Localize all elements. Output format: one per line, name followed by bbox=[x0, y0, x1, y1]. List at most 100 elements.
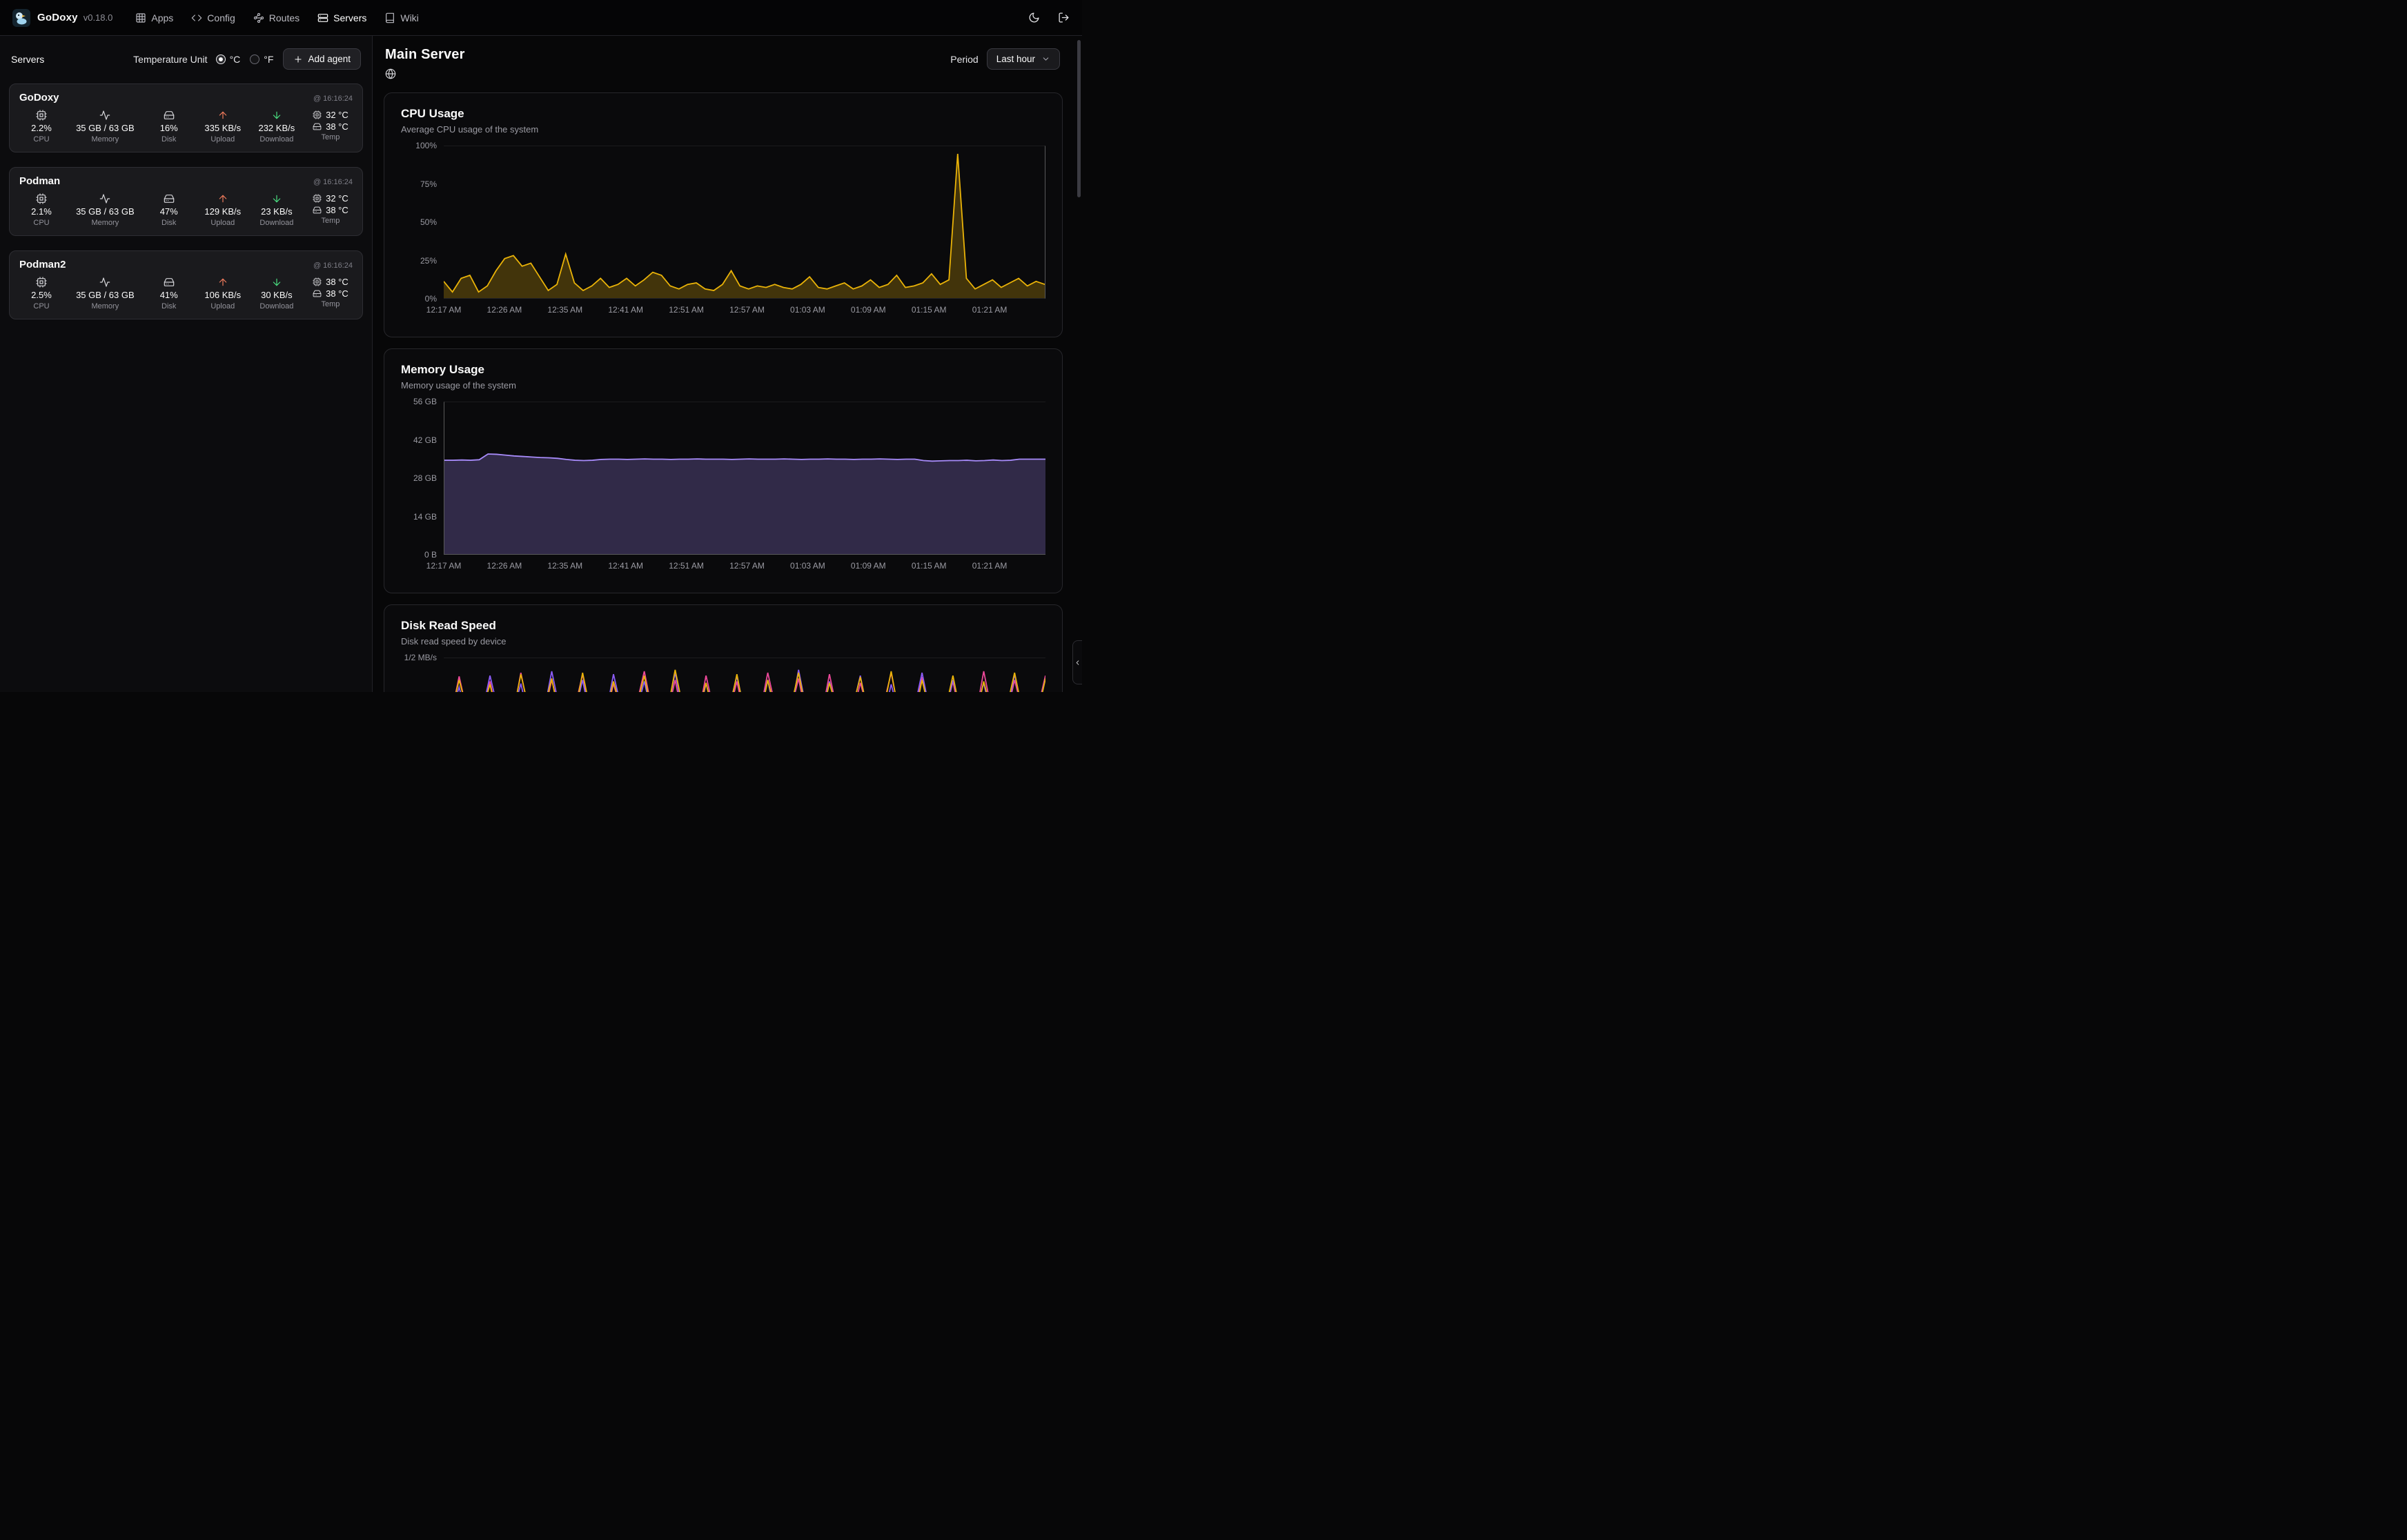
x-tick: 12:57 AM bbox=[729, 561, 765, 571]
chevron-left-icon bbox=[1074, 659, 1081, 667]
stat-memory: 35 GB / 63 GB Memory bbox=[76, 110, 135, 144]
grid-icon bbox=[135, 12, 146, 23]
upload-label: Upload bbox=[210, 302, 235, 310]
memory-value: 35 GB / 63 GB bbox=[76, 206, 135, 217]
disk-temp-value: 38 °C bbox=[326, 121, 348, 132]
nav-item-apps[interactable]: Apps bbox=[128, 8, 181, 28]
add-agent-label: Add agent bbox=[308, 54, 351, 64]
disk-value: 41% bbox=[159, 290, 178, 300]
version-label: v0.18.0 bbox=[83, 12, 113, 23]
radio-celsius-label: °C bbox=[229, 53, 241, 65]
nav-item-routes[interactable]: Routes bbox=[246, 8, 307, 28]
server-card-godoxy[interactable]: GoDoxy @ 16:16:24 2.2% CPU 35 GB / 63 GB… bbox=[9, 83, 363, 152]
chart-plot[interactable] bbox=[444, 402, 1045, 555]
x-tick: 12:17 AM bbox=[426, 305, 462, 315]
server-card-header: Podman @ 16:16:24 bbox=[19, 175, 353, 187]
cpu-icon bbox=[36, 193, 47, 204]
stat-memory: 35 GB / 63 GB Memory bbox=[76, 193, 135, 227]
server-name: Podman2 bbox=[19, 259, 66, 270]
servers-icon bbox=[317, 12, 328, 23]
stat-temp: 38 °C 38 °C Temp bbox=[311, 277, 350, 308]
x-tick: 01:21 AM bbox=[972, 561, 1008, 571]
moon-icon[interactable] bbox=[1028, 12, 1040, 23]
cpu-label: CPU bbox=[33, 302, 50, 310]
y-tick: 42 GB bbox=[413, 435, 437, 445]
chart-body: 1/2 MB/s bbox=[401, 653, 1045, 692]
chart-svg bbox=[444, 658, 1045, 692]
x-tick: 01:09 AM bbox=[850, 305, 886, 315]
disk-temp-icon bbox=[313, 289, 322, 298]
nav-item-servers[interactable]: Servers bbox=[310, 8, 374, 28]
x-tick: 01:03 AM bbox=[790, 305, 825, 315]
nav-item-wiki[interactable]: Wiki bbox=[377, 8, 426, 28]
y-tick: 100% bbox=[415, 141, 437, 150]
top-navbar: GoDoxy v0.18.0 Apps Config Routes Server… bbox=[0, 0, 1082, 36]
y-tick: 14 GB bbox=[413, 511, 437, 522]
x-axis: 12:17 AM 12:26 AM 12:35 AM 12:41 AM 12:51 AM… bbox=[426, 305, 1045, 323]
cpu-temp-value: 32 °C bbox=[326, 110, 348, 120]
scrollbar-thumb[interactable] bbox=[1077, 40, 1081, 197]
cpu-label: CPU bbox=[33, 219, 50, 227]
radio-fahrenheit-label: °F bbox=[264, 53, 274, 65]
stat-download: 23 KB/s Download bbox=[257, 193, 296, 227]
disk-icon bbox=[164, 193, 175, 204]
activity-icon bbox=[99, 193, 110, 204]
cpu-label: CPU bbox=[33, 135, 50, 144]
plus-icon bbox=[293, 55, 303, 64]
cpu-value: 2.5% bbox=[31, 290, 52, 300]
stat-cpu: 2.2% CPU bbox=[22, 110, 61, 144]
y-tick: 0% bbox=[424, 294, 437, 304]
server-card-header: Podman2 @ 16:16:24 bbox=[19, 259, 353, 270]
chart-subtitle: Memory usage of the system bbox=[401, 380, 516, 391]
server-timestamp: @ 16:16:24 bbox=[313, 261, 353, 270]
main-header: Main Server Period Last hour bbox=[384, 47, 1063, 83]
cpu-temp-icon bbox=[313, 277, 322, 286]
plot-area-wrap: 12:17 AM 12:26 AM 12:35 AM 12:41 AM 12:51 AM… bbox=[426, 146, 1045, 323]
x-tick: 12:35 AM bbox=[547, 305, 583, 315]
chart-plot[interactable] bbox=[444, 146, 1045, 299]
collapse-panel-toggle[interactable] bbox=[1072, 640, 1082, 684]
logout-icon[interactable] bbox=[1058, 12, 1070, 23]
chart-body: 100% 75% 50% 25% 0% 12:17 AM 12:26 AM 12:35 AM… bbox=[401, 141, 1045, 323]
disk-label: Disk bbox=[161, 135, 177, 144]
x-tick: 12:51 AM bbox=[669, 305, 704, 315]
activity-icon bbox=[99, 110, 110, 121]
memory-usage-card: Memory Usage Memory usage of the system … bbox=[384, 348, 1063, 593]
stat-download: 30 KB/s Download bbox=[257, 277, 296, 310]
x-tick: 12:41 AM bbox=[608, 305, 644, 315]
download-arrow-icon bbox=[271, 193, 282, 204]
server-card-podman[interactable]: Podman @ 16:16:24 2.1% CPU 35 GB / 63 GB… bbox=[9, 167, 363, 236]
server-card-podman2[interactable]: Podman2 @ 16:16:24 2.5% CPU 35 GB / 63 G… bbox=[9, 250, 363, 319]
download-label: Download bbox=[259, 302, 294, 310]
nav-item-label: Wiki bbox=[400, 12, 419, 23]
page-title: Main Server bbox=[385, 47, 465, 62]
godoxy-logo bbox=[12, 8, 30, 27]
code-icon bbox=[191, 12, 202, 23]
add-agent-button[interactable]: Add agent bbox=[283, 48, 361, 70]
disk-value: 16% bbox=[159, 123, 178, 133]
stat-temp: 32 °C 38 °C Temp bbox=[311, 110, 350, 141]
x-tick: 12:51 AM bbox=[669, 561, 704, 571]
y-tick: 0 B bbox=[424, 550, 437, 560]
nav-item-config[interactable]: Config bbox=[184, 8, 242, 28]
nav-item-label: Servers bbox=[333, 12, 367, 23]
x-axis: 12:17 AM 12:26 AM 12:35 AM 12:41 AM 12:51 AM… bbox=[426, 561, 1045, 579]
upload-arrow-icon bbox=[217, 110, 228, 121]
chart-subtitle: Average CPU usage of the system bbox=[401, 124, 539, 135]
chart-plot[interactable] bbox=[444, 658, 1045, 692]
server-card-header: GoDoxy @ 16:16:24 bbox=[19, 92, 353, 103]
activity-icon bbox=[99, 277, 110, 288]
cpu-temp-value: 32 °C bbox=[326, 193, 348, 204]
stat-upload: 129 KB/s Upload bbox=[204, 193, 242, 227]
server-card-list: GoDoxy @ 16:16:24 2.2% CPU 35 GB / 63 GB… bbox=[9, 83, 363, 319]
chart-body: 56 GB 42 GB 28 GB 14 GB 0 B 12:17 AM 12:26 AM… bbox=[401, 397, 1045, 579]
download-label: Download bbox=[259, 135, 294, 144]
radio-celsius[interactable]: °C bbox=[215, 53, 241, 65]
radio-fahrenheit[interactable]: °F bbox=[250, 54, 273, 65]
y-tick: 50% bbox=[420, 217, 437, 227]
period-select[interactable]: Last hour bbox=[986, 48, 1060, 70]
chart-svg bbox=[444, 402, 1045, 554]
upload-arrow-icon bbox=[217, 277, 228, 288]
disk-label: Disk bbox=[161, 219, 177, 227]
disk-temp-value: 38 °C bbox=[326, 205, 348, 215]
